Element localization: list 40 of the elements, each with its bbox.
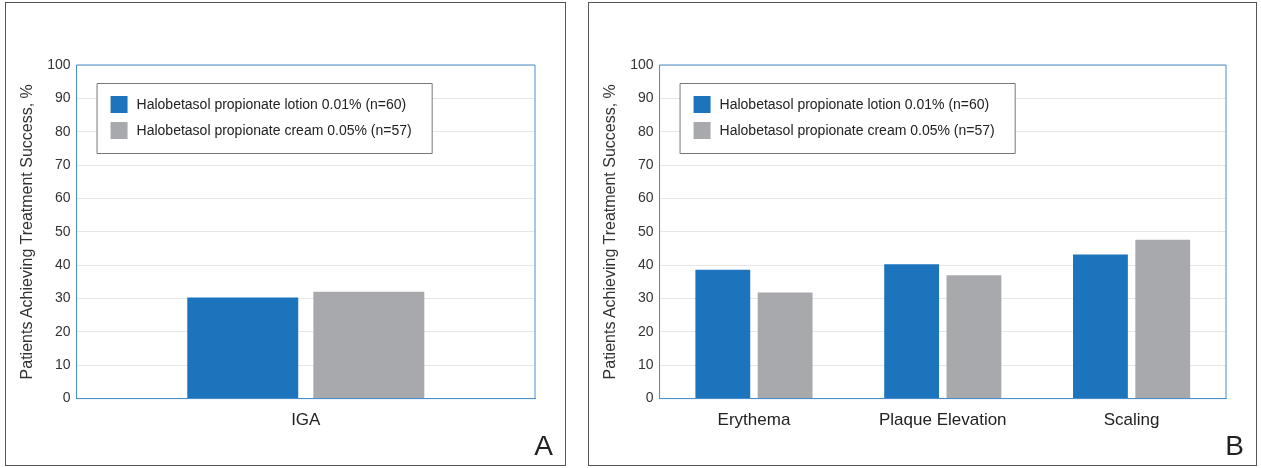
y-tick-label: 0 [62, 389, 71, 406]
text: B [1225, 429, 1244, 461]
y-tick-label: 60 [54, 189, 71, 206]
x-tick-label: Plaque Elevation [878, 410, 1007, 430]
y-tick-label: 20 [54, 322, 71, 339]
y-tick-label: 10 [637, 356, 654, 373]
x-tick-label: Scaling [1103, 410, 1160, 430]
y-tick-label: 20 [637, 322, 654, 339]
y-tick-label: 80 [54, 122, 71, 139]
y-tick-label: 90 [637, 89, 654, 106]
y-tick-label: 100 [630, 55, 654, 72]
x-tick-label: IGA [291, 410, 322, 430]
bar [946, 275, 1002, 399]
y-tick-label: 30 [54, 289, 71, 306]
y-tick-label: 90 [54, 89, 71, 106]
y-tick-label: 100 [47, 55, 71, 72]
y-tick-label: 70 [637, 155, 654, 172]
x-tick-label: Erythema [717, 410, 791, 430]
y-tick-label: 40 [54, 256, 71, 273]
y-axis-title: Patients Achieving Treatment Success, % [601, 84, 619, 380]
legend-label: Halobetasol propionate lotion 0.01% (n=60) [136, 95, 407, 112]
legend-label: Halobetasol propionate cream 0.05% (n=57) [136, 121, 412, 138]
bar [1135, 239, 1191, 399]
legend-label: Halobetasol propionate cream 0.05% (n=57) [719, 121, 995, 138]
y-tick-label: 10 [54, 356, 71, 373]
y-tick-label: 30 [637, 289, 654, 306]
bar [757, 292, 813, 399]
y-tick-label: 50 [637, 222, 654, 239]
legend-label: Halobetasol propionate lotion 0.01% (n=60) [719, 95, 990, 112]
y-tick-label: 70 [54, 155, 71, 172]
y-tick-label: 40 [637, 256, 654, 273]
y-axis-title: Patients Achieving Treatment Success, % [18, 84, 36, 380]
text: A [534, 429, 554, 461]
y-tick-label: 0 [645, 389, 654, 406]
y-tick-label: 80 [637, 122, 654, 139]
bar [884, 264, 940, 399]
y-tick-label: 60 [637, 189, 654, 206]
bar [1073, 254, 1128, 399]
bar [695, 269, 751, 399]
y-tick-label: 50 [54, 222, 71, 239]
